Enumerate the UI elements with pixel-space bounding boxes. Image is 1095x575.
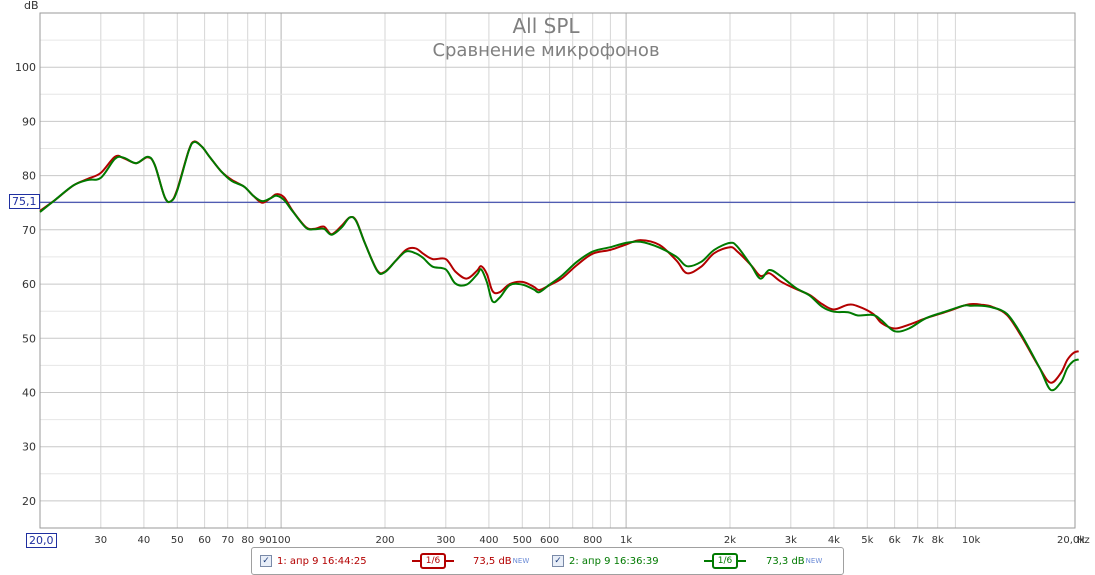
y-tick-label: 60 xyxy=(22,278,36,291)
x-tick-label: 300 xyxy=(436,535,455,546)
legend-item-2[interactable]: ✓ 2: апр 9 16:36:39 xyxy=(552,548,659,574)
x-tick-label: 90 xyxy=(259,535,272,546)
x-tick-label: 70 xyxy=(221,535,234,546)
x-tick-label: 600 xyxy=(540,535,559,546)
y-tick-label: 30 xyxy=(22,441,36,454)
smoothing-2-label: 1/6 xyxy=(712,553,738,569)
y-tick-label: 80 xyxy=(22,170,36,183)
chart-title: All SPL xyxy=(512,14,580,38)
series-line-1 xyxy=(39,140,1079,384)
x-tick-label: 30 xyxy=(94,535,107,546)
y-tick-labels: 20 30 40 50 60 70 80 90 100 xyxy=(15,61,36,508)
series-2-name: 2: апр 9 16:36:39 xyxy=(569,555,659,567)
chart-subtitle: Сравнение микрофонов xyxy=(432,40,659,61)
x-tick-label: 40 xyxy=(138,535,151,546)
x-tick-label: 10k xyxy=(962,535,981,546)
x-tick-label: 7k xyxy=(912,535,924,546)
smoothing-control-1[interactable]: 1/6 xyxy=(412,553,454,569)
plot-frame xyxy=(39,12,1076,529)
x-tick-label: 500 xyxy=(513,535,532,546)
x-tick-label: 50 xyxy=(171,535,184,546)
y-tick-label: 70 xyxy=(22,224,36,237)
x-axis-unit: Hz xyxy=(1077,535,1090,546)
series-layer xyxy=(39,140,1080,392)
new-badge-2: NEW xyxy=(805,557,823,565)
checkbox-2[interactable]: ✓ xyxy=(552,555,564,567)
x-tick-label: 60 xyxy=(198,535,211,546)
x-tick-label: 3k xyxy=(785,535,797,546)
series-1-name: 1: апр 9 16:44:25 xyxy=(277,555,367,567)
new-badge-1: NEW xyxy=(512,557,530,565)
checkbox-1[interactable]: ✓ xyxy=(260,555,272,567)
x-gridlines xyxy=(100,13,956,528)
series-1-level: 73,5 dB NEW xyxy=(473,555,530,567)
x-tick-label: 1k xyxy=(620,535,632,546)
x-tick-label: 80 xyxy=(241,535,254,546)
y-tick-label: 20 xyxy=(22,495,36,508)
series-line-2 xyxy=(39,140,1080,392)
x-tick-label: 2k xyxy=(724,535,736,546)
x-tick-label: 8k xyxy=(932,535,944,546)
x-tick-label: 4k xyxy=(828,535,840,546)
y-tick-label: 100 xyxy=(15,61,36,74)
legend: ✓ 1: апр 9 16:44:25 1/6 73,5 dB NEW ✓ 2: … xyxy=(251,547,844,575)
smoothing-control-2[interactable]: 1/6 xyxy=(704,553,746,569)
x-tick-label: 20,0k xyxy=(1057,535,1085,546)
y-tick-label: 90 xyxy=(22,115,36,128)
x-tick-labels: 30 40 50 60 70 80 90 100 200 300 400 500 600 800 1k 2k 3… xyxy=(94,535,1085,546)
x-start-value-tag[interactable]: 20,0 xyxy=(26,533,57,548)
x-tick-label: 800 xyxy=(583,535,602,546)
y-gridlines xyxy=(40,39,1075,502)
x-tick-label: 100 xyxy=(272,535,291,546)
legend-item-1[interactable]: ✓ 1: апр 9 16:44:25 xyxy=(260,548,367,574)
y-tick-label: 40 xyxy=(22,387,36,400)
x-tick-label: 200 xyxy=(375,535,394,546)
x-tick-label: 400 xyxy=(479,535,498,546)
smoothing-1-label: 1/6 xyxy=(420,553,446,569)
y-axis-label: dB xyxy=(24,0,39,12)
x-tick-label: 6k xyxy=(889,535,901,546)
y-tick-label: 50 xyxy=(22,332,36,345)
series-2-level: 73,3 dB NEW xyxy=(766,555,823,567)
x-tick-label: 5k xyxy=(861,535,873,546)
reference-value-tag[interactable]: 75,1 xyxy=(9,194,40,209)
